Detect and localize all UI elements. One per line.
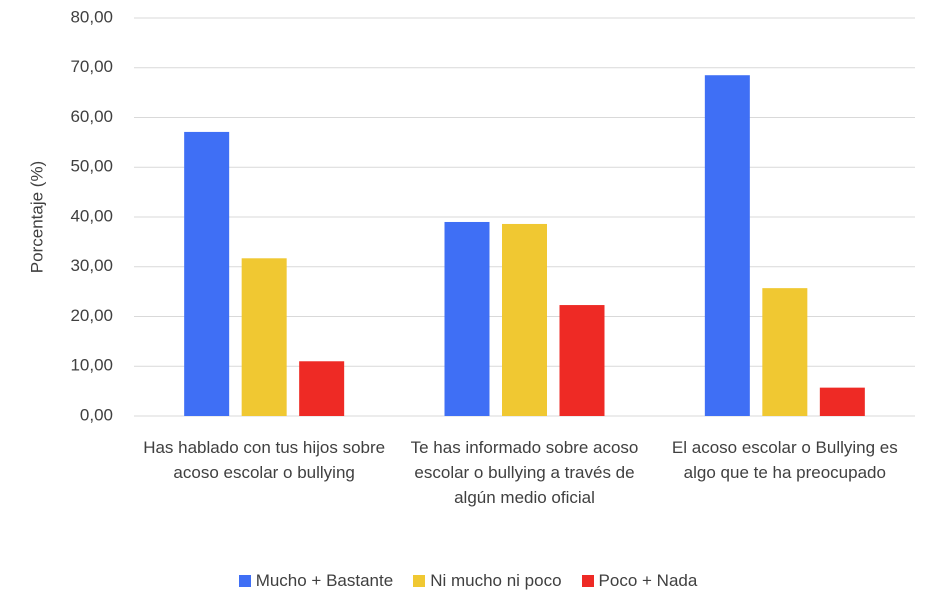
y-tick-label: 50,00	[70, 157, 113, 176]
x-tick-label: Te has informado sobre acoso escolar o b…	[410, 438, 639, 507]
legend-swatch	[238, 575, 251, 587]
y-tick-label: 30,00	[70, 256, 113, 275]
bar	[299, 361, 345, 416]
y-tick-label: 20,00	[70, 306, 113, 325]
bar	[184, 131, 230, 417]
bar	[502, 223, 547, 416]
legend-label: Ni mucho ni poco	[430, 571, 562, 590]
legend-item: Mucho + Bastante	[238, 571, 394, 591]
legend: Mucho + Bastante Ni mucho ni poco Poco + N…	[0, 571, 936, 592]
legend-item: Poco + Nada	[581, 571, 698, 591]
y-tick-label: 70,00	[70, 57, 113, 76]
y-tick-label: 80,00	[70, 7, 113, 26]
y-axis-title: Porcentaje (%)	[27, 161, 46, 273]
bar	[444, 221, 490, 416]
legend-label: Poco + Nada	[598, 571, 698, 590]
legend-swatch	[581, 575, 594, 587]
legend-swatch	[413, 575, 426, 587]
y-tick-label: 10,00	[70, 356, 113, 375]
bar	[559, 305, 605, 416]
bar	[762, 288, 808, 416]
legend-item: Ni mucho ni poco	[413, 571, 562, 591]
y-tick-label: 0,00	[80, 405, 113, 424]
legend-label: Mucho + Bastante	[255, 571, 394, 590]
bar	[241, 258, 287, 416]
x-tick-label: El acoso escolar o Bullying es algo que …	[671, 438, 898, 482]
y-tick-label: 40,00	[70, 206, 113, 225]
bar	[819, 387, 865, 416]
y-tick-label: 60,00	[70, 107, 113, 126]
bar	[704, 75, 750, 417]
x-tick-label: Has hablado con tus hijos sobre acoso es…	[143, 438, 386, 482]
